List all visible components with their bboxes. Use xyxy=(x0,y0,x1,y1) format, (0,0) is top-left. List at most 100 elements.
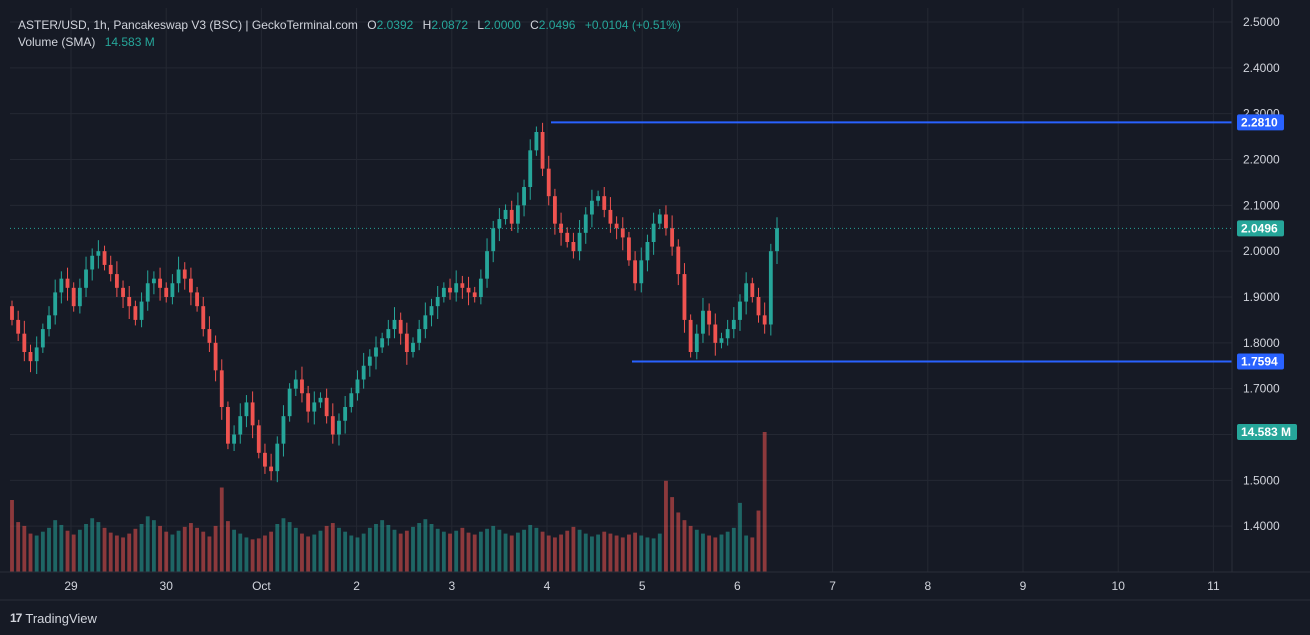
candle-body xyxy=(361,365,366,380)
open-key: O xyxy=(367,18,377,32)
candle-body xyxy=(571,242,576,252)
high-value: 2.0872 xyxy=(431,18,469,32)
volume-badge: 14.583 M xyxy=(1237,424,1297,440)
volume-bar xyxy=(355,537,360,572)
y-tick-label: 1.9000 xyxy=(1243,290,1280,304)
price-badges: 2.2810 1.7594 2.0496 14.583 M xyxy=(1237,114,1297,440)
x-tick-label: Oct xyxy=(252,579,271,593)
symbol-title: ASTER/USD, 1h, Pancakeswap V3 (BSC) | Ge… xyxy=(18,18,358,32)
candle-body xyxy=(380,338,385,348)
candle-body xyxy=(577,232,582,252)
candle-body xyxy=(22,333,27,352)
volume-bar xyxy=(411,526,415,572)
y-tick-label: 1.8000 xyxy=(1243,336,1280,350)
candle-body xyxy=(552,196,557,224)
y-tick-label: 1.7000 xyxy=(1243,382,1280,396)
candle-body xyxy=(707,310,712,325)
candle-body xyxy=(725,329,730,339)
candle-body xyxy=(411,342,415,352)
candle-body xyxy=(355,379,360,394)
candle-body xyxy=(417,329,422,343)
x-tick-label: 8 xyxy=(924,579,931,593)
candle-body xyxy=(546,168,551,197)
volume-bar xyxy=(256,538,261,572)
candle-body xyxy=(651,223,656,242)
volume-bar xyxy=(762,432,767,572)
x-tick-label: 3 xyxy=(448,579,455,593)
volume-bar xyxy=(725,531,730,572)
volume-bar xyxy=(596,534,601,572)
candle-body xyxy=(84,269,88,288)
candle-body xyxy=(337,420,341,435)
volume-bar xyxy=(503,533,508,572)
y-tick-label: 1.5000 xyxy=(1243,473,1280,487)
volume-bar xyxy=(577,529,582,572)
volume-bar xyxy=(349,535,354,572)
y-tick-label: 1.4000 xyxy=(1243,519,1280,533)
svg-text:2.2810: 2.2810 xyxy=(1241,115,1278,129)
candle-body xyxy=(614,223,619,229)
candle-body xyxy=(182,269,187,279)
volume-bar xyxy=(10,499,14,572)
volume-bar xyxy=(590,536,594,572)
candle-body xyxy=(472,292,477,297)
candle-body xyxy=(503,209,508,220)
volume-bar xyxy=(676,512,681,572)
candle-body xyxy=(300,379,304,394)
candle-body xyxy=(639,260,644,284)
candle-body xyxy=(756,297,761,316)
candle-body xyxy=(77,287,82,307)
candle-body xyxy=(515,205,520,224)
volume-bar xyxy=(670,497,675,572)
candle-body xyxy=(287,388,292,417)
volume-bar xyxy=(497,529,502,572)
candle-body xyxy=(762,315,767,325)
candle-body xyxy=(343,407,348,421)
time-axis[interactable]: 29 30 Oct 2 3 4 5 6 7 8 9 10 11 xyxy=(0,571,1310,601)
volume-bar xyxy=(731,527,736,572)
volume-bar xyxy=(534,527,539,572)
volume-bar xyxy=(219,487,224,572)
candle-body xyxy=(448,287,452,293)
candle-body xyxy=(312,402,317,412)
y-tick-label: 2.5000 xyxy=(1243,15,1280,29)
candle-body xyxy=(596,196,601,201)
candle-body xyxy=(620,228,625,238)
candle-body xyxy=(466,287,471,293)
volume-bar xyxy=(485,528,489,572)
volume-bar xyxy=(713,537,718,572)
candle-body xyxy=(164,287,169,297)
y-tick-label: 2.0000 xyxy=(1243,244,1280,258)
volume-bar xyxy=(16,522,21,572)
change-value: +0.0104 (+0.51%) xyxy=(584,18,681,32)
candle-body xyxy=(293,379,298,389)
volume-bar xyxy=(275,523,280,572)
horizontal-levels[interactable] xyxy=(10,121,1232,363)
candle-body xyxy=(602,196,607,210)
volume-bar xyxy=(263,535,267,572)
tradingview-brand[interactable]: 17 TradingView xyxy=(10,609,97,627)
candle-body xyxy=(127,297,132,307)
candle-body xyxy=(71,287,76,307)
legend-volume-row: Volume (SMA) 14.583 M xyxy=(18,34,681,51)
candle-body xyxy=(59,278,64,293)
candle-body xyxy=(139,301,144,320)
candle-body xyxy=(213,342,218,371)
candle-body xyxy=(275,443,280,472)
candle-body xyxy=(188,278,193,293)
candle-body xyxy=(176,269,181,284)
candle-body xyxy=(694,333,699,352)
volume-bar xyxy=(151,520,156,572)
level-price-badge: 2.2810 xyxy=(1237,114,1284,131)
candle-body xyxy=(744,283,749,302)
candle-body xyxy=(102,251,107,265)
volume-bar xyxy=(238,533,243,572)
volume-bar xyxy=(651,538,656,572)
volume-bar xyxy=(244,537,249,572)
volume-bar xyxy=(491,525,496,572)
volume-bar xyxy=(417,523,422,572)
x-tick-label: 5 xyxy=(639,579,646,593)
candle-body xyxy=(133,306,138,320)
candle-body xyxy=(374,347,378,357)
